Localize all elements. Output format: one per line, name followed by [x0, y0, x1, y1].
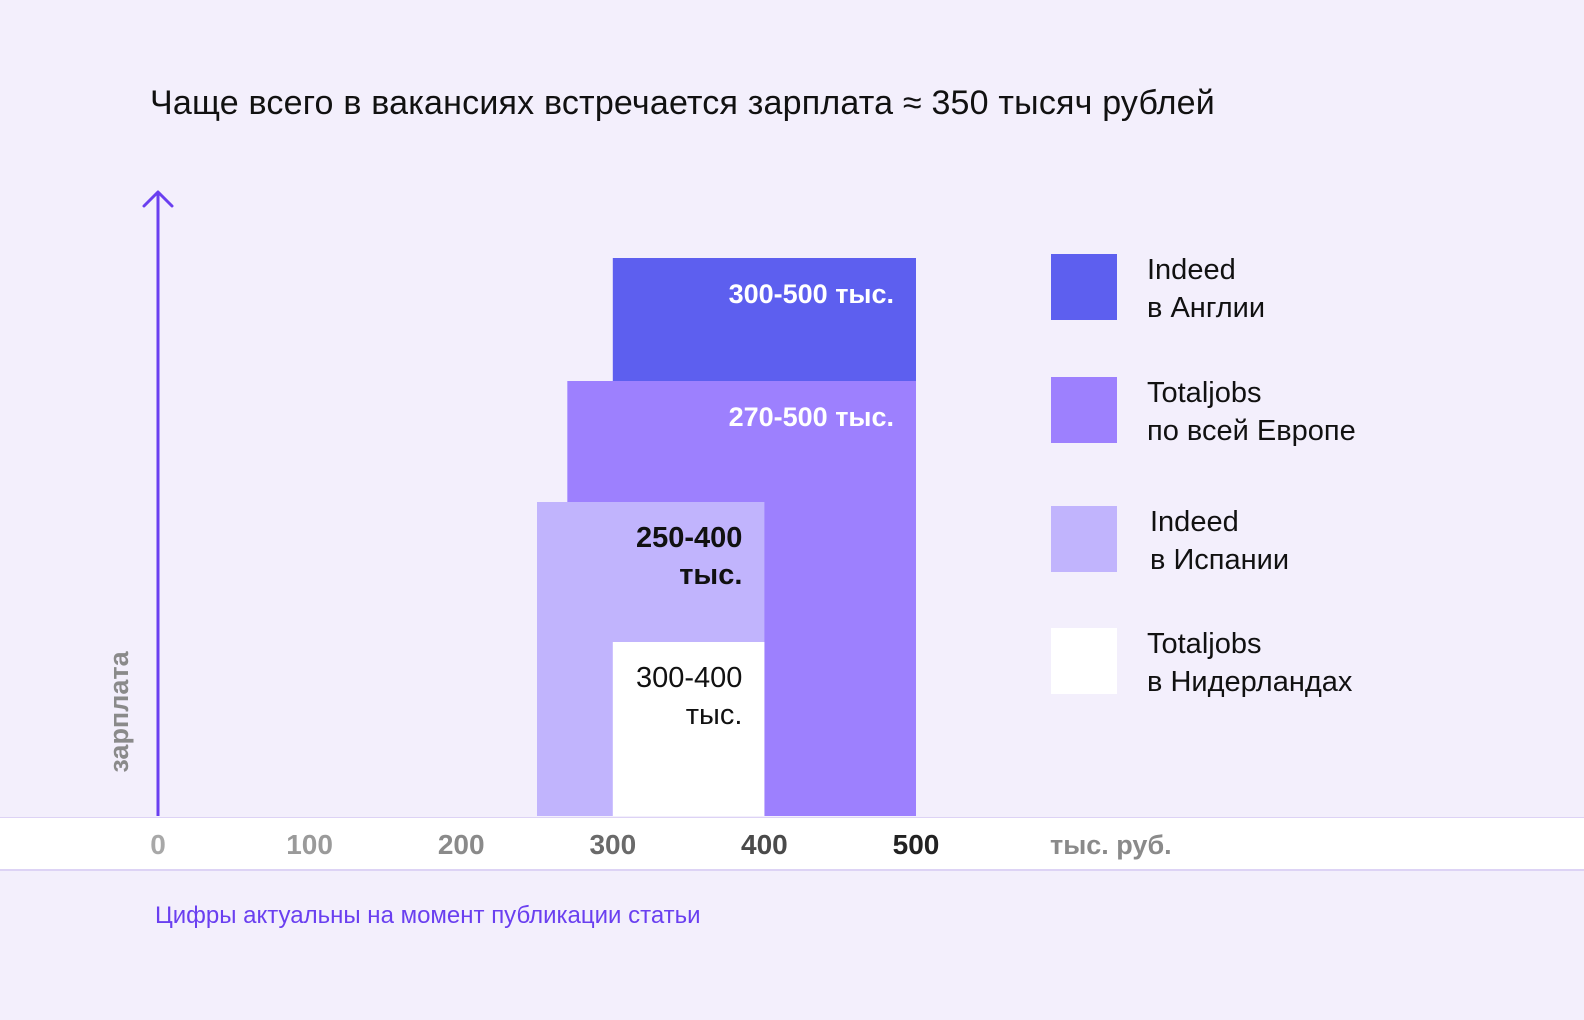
legend-swatch-4: [1051, 628, 1117, 694]
legend-swatch-2: [1051, 377, 1117, 443]
axis-group: зарплата: [104, 190, 174, 816]
bars-group: 300-500 тыс. 270-500 тыс. 250-400 тыс. 300-4…: [537, 258, 916, 816]
bar-label-3: 250-400 тыс.: [636, 522, 742, 591]
legend-group: Indeed в Англии Totaljobs по всей Европе Ind…: [1051, 254, 1356, 698]
bar-label-1: 300-500 тыс.: [729, 279, 894, 309]
y-axis-arrowhead-icon: [142, 190, 174, 208]
legend-swatch-3: [1051, 506, 1117, 572]
legend-label-3: Indeed в Испании: [1150, 506, 1289, 576]
x-tick-0: 0: [150, 829, 166, 860]
legend-label-2: Totaljobs по всей Европе: [1147, 377, 1356, 447]
x-tick-100: 100: [286, 829, 333, 860]
x-tick-400: 400: [741, 829, 788, 860]
footnote: Цифры актуальны на момент публикации ста…: [155, 902, 701, 929]
x-tick-300: 300: [589, 829, 636, 860]
x-axis-band: [0, 817, 1584, 871]
bar-label-2: 270-500 тыс.: [729, 402, 894, 432]
x-tick-200: 200: [438, 829, 485, 860]
y-axis-label: зарплата: [104, 650, 134, 772]
bar-4: [612, 642, 765, 816]
legend-label-1: Indeed в Англии: [1147, 254, 1265, 324]
legend-swatch-1: [1051, 254, 1117, 320]
chart-title: Чаще всего в вакансиях встречается зарпл…: [150, 84, 1215, 122]
bar-label-4: 300-400 тыс.: [636, 662, 742, 731]
x-ticks-group: 0 100 200 300 400 500 тыс. руб.: [150, 829, 1171, 860]
legend-label-4: Totaljobs в Нидерландах: [1147, 628, 1353, 698]
x-axis-unit: тыс. руб.: [1050, 830, 1172, 860]
x-tick-500: 500: [893, 829, 940, 860]
